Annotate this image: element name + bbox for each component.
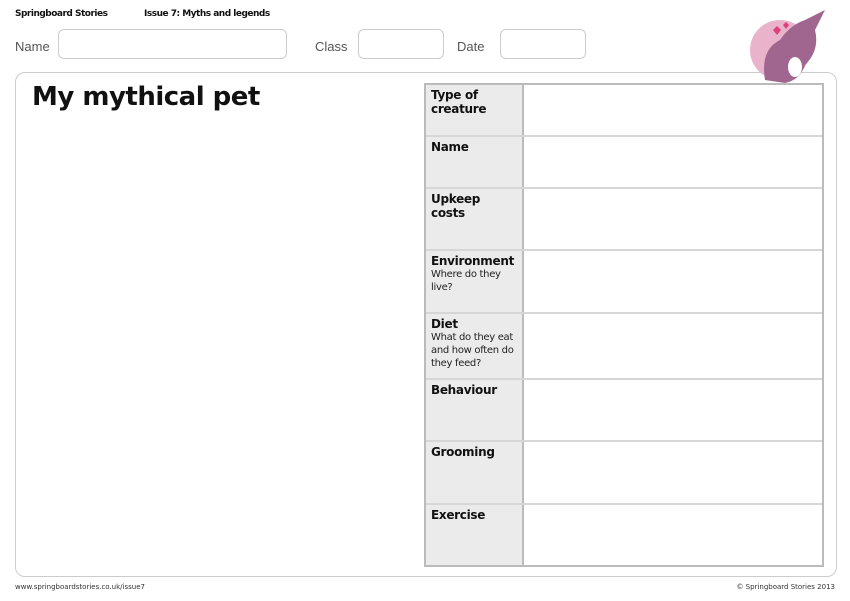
date-field[interactable] xyxy=(500,29,586,59)
issue-text: Issue 7: Myths and legends xyxy=(144,9,270,19)
table-row: Name xyxy=(426,137,822,189)
answer-cell[interactable] xyxy=(524,251,822,312)
footer-copyright: © Springboard Stories 2013 xyxy=(736,583,835,591)
row-label: Grooming xyxy=(431,445,495,459)
table-row: Environment Where do they live? xyxy=(426,251,822,314)
date-label: Date xyxy=(457,39,485,54)
row-label: Type of creature xyxy=(431,88,487,116)
answer-cell[interactable] xyxy=(524,314,822,378)
brand-text: Springboard Stories xyxy=(15,9,108,19)
row-sublabel: What do they eat and how often do they f… xyxy=(431,332,514,369)
answer-cell[interactable] xyxy=(524,442,822,503)
dragon-illustration xyxy=(750,10,825,83)
table-row: Upkeep costs xyxy=(426,189,822,251)
table-row: Type of creature xyxy=(426,85,822,137)
name-label: Name xyxy=(15,39,50,54)
row-sublabel: Where do they live? xyxy=(431,269,501,293)
row-label: Behaviour xyxy=(431,383,497,397)
row-label: Diet xyxy=(431,317,458,331)
class-label: Class xyxy=(315,39,348,54)
answer-cell[interactable] xyxy=(524,189,822,249)
name-field[interactable] xyxy=(58,29,287,59)
table-row: Diet What do they eat and how often do th… xyxy=(426,314,822,380)
answer-cell[interactable] xyxy=(524,137,822,187)
footer-url: www.springboardstories.co.uk/issue7 xyxy=(15,583,145,591)
pet-details-table: Type of creature Name Upkeep costs Envir… xyxy=(424,83,824,567)
answer-cell[interactable] xyxy=(524,85,822,135)
answer-cell[interactable] xyxy=(524,505,822,565)
table-row: Exercise xyxy=(426,505,822,565)
row-label: Exercise xyxy=(431,508,486,522)
worksheet-panel xyxy=(15,72,837,577)
row-label: Name xyxy=(431,140,469,154)
page-title: My mythical pet xyxy=(32,82,260,112)
answer-cell[interactable] xyxy=(524,380,822,440)
table-row: Behaviour xyxy=(426,380,822,442)
table-row: Grooming xyxy=(426,442,822,505)
row-label: Environment xyxy=(431,254,515,268)
class-field[interactable] xyxy=(358,29,444,59)
row-label: Upkeep costs xyxy=(431,192,481,220)
